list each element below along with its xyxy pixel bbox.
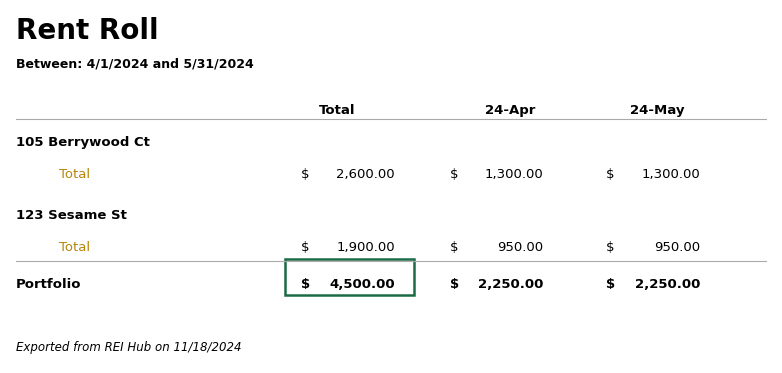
Text: 4,500.00: 4,500.00 — [329, 278, 395, 291]
Text: $: $ — [606, 168, 615, 181]
Text: $: $ — [606, 278, 615, 291]
Text: 1,300.00: 1,300.00 — [641, 168, 700, 181]
Text: $: $ — [301, 241, 310, 254]
Text: 105 Berrywood Ct: 105 Berrywood Ct — [16, 136, 149, 149]
Text: Exported from REI Hub on 11/18/2024: Exported from REI Hub on 11/18/2024 — [16, 341, 241, 354]
Text: $: $ — [450, 241, 458, 254]
Text: $: $ — [450, 278, 459, 291]
Text: 24-Apr: 24-Apr — [486, 104, 536, 117]
Text: 24-May: 24-May — [630, 104, 684, 117]
Text: 2,250.00: 2,250.00 — [478, 278, 543, 291]
Text: Total: Total — [59, 168, 90, 181]
Text: 950.00: 950.00 — [654, 241, 700, 254]
Text: Total: Total — [59, 241, 90, 254]
Text: 950.00: 950.00 — [497, 241, 543, 254]
Text: 2,600.00: 2,600.00 — [336, 168, 395, 181]
Text: $: $ — [450, 168, 458, 181]
Text: 1,900.00: 1,900.00 — [336, 241, 395, 254]
Text: $: $ — [301, 278, 310, 291]
Text: Rent Roll: Rent Roll — [16, 17, 158, 45]
Text: Portfolio: Portfolio — [16, 278, 81, 291]
Text: Total: Total — [319, 104, 356, 117]
Text: 2,250.00: 2,250.00 — [634, 278, 700, 291]
Text: $: $ — [301, 168, 310, 181]
Text: 123 Sesame St: 123 Sesame St — [16, 209, 127, 222]
Text: $: $ — [606, 241, 615, 254]
Text: 1,300.00: 1,300.00 — [485, 168, 543, 181]
Text: Between: 4/1/2024 and 5/31/2024: Between: 4/1/2024 and 5/31/2024 — [16, 58, 253, 71]
